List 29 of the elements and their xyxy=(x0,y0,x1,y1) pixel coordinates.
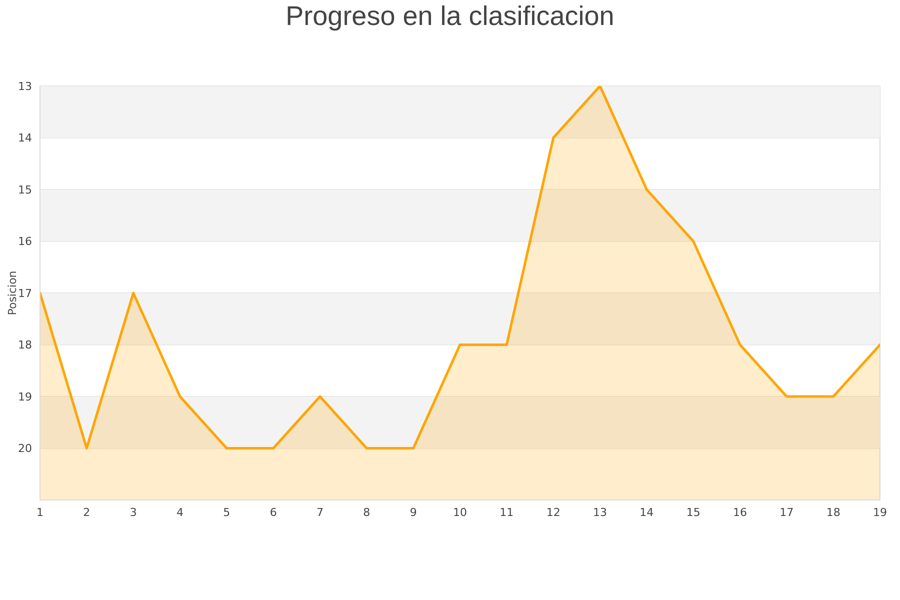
x-tick-label: 13 xyxy=(593,506,607,519)
x-tick-label: 17 xyxy=(780,506,794,519)
x-tick-label: 7 xyxy=(316,506,324,519)
x-tick-label: 5 xyxy=(223,506,230,519)
y-axis-title: Posicion xyxy=(6,270,19,316)
x-tick-label: 9 xyxy=(410,506,417,519)
x-tick-label: 3 xyxy=(130,506,137,519)
x-tick-label: 14 xyxy=(640,506,654,519)
x-tick-label: 16 xyxy=(733,506,747,519)
y-tick-label: 19 xyxy=(18,390,32,404)
y-tick-label: 16 xyxy=(18,235,32,248)
x-tick-label: 2 xyxy=(83,506,90,519)
y-tick-label: 17 xyxy=(18,286,32,300)
x-tick-label: 4 xyxy=(176,506,184,519)
y-tick-label: 14 xyxy=(18,132,32,145)
y-tick-label: 13 xyxy=(18,80,32,93)
x-tick-label: 1 xyxy=(36,506,44,519)
x-tick-label: 11 xyxy=(500,506,514,519)
x-tick-label: 6 xyxy=(270,506,277,519)
chart-title: Progreso en la clasificacion xyxy=(284,0,616,32)
x-tick-label: 15 xyxy=(686,506,700,519)
y-tick-label: 18 xyxy=(18,338,32,352)
x-tick-label: 8 xyxy=(363,506,370,519)
x-tick-label: 12 xyxy=(546,506,560,519)
x-tick-label: 10 xyxy=(453,506,467,519)
x-tick-label: 19 xyxy=(873,506,887,519)
y-tick-label: 15 xyxy=(18,183,32,196)
y-tick-label: 20 xyxy=(18,442,32,456)
x-tick-label: 18 xyxy=(826,506,840,519)
